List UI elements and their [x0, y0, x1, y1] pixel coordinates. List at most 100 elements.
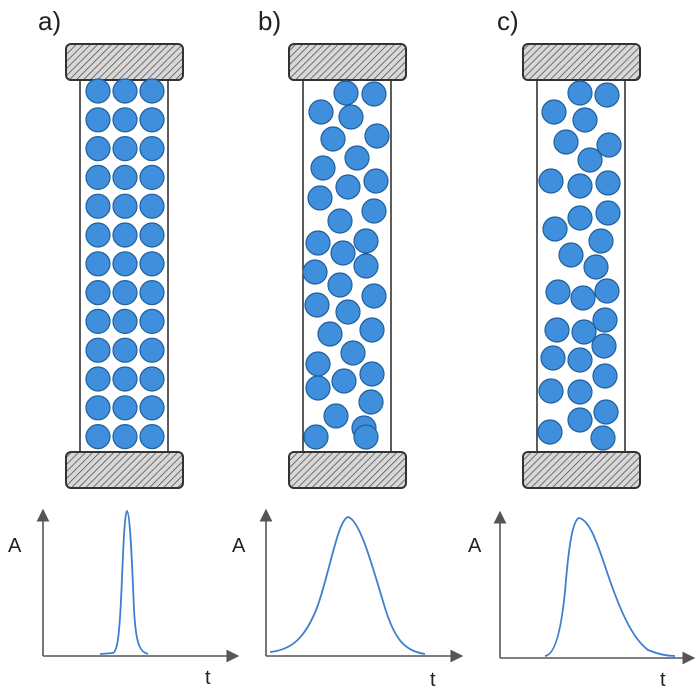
chart-a-peak-curve	[99, 509, 149, 655]
packing-bead	[333, 80, 359, 106]
column-b-bottom-cap	[288, 451, 407, 489]
packing-bead	[139, 251, 165, 277]
packing-bead	[593, 399, 619, 425]
packing-bead	[567, 205, 593, 231]
packing-bead	[353, 228, 379, 254]
packing-bead	[317, 321, 343, 347]
column-c-beads	[537, 80, 622, 451]
column-c-top-cap	[522, 43, 641, 81]
packing-bead	[572, 107, 598, 133]
packing-bead	[583, 254, 609, 280]
packing-bead	[330, 240, 356, 266]
packing-bead	[545, 279, 571, 305]
column-a-beads	[85, 78, 165, 450]
packing-bead	[112, 395, 138, 421]
packing-bead	[335, 299, 361, 325]
packing-bead	[595, 200, 621, 226]
packing-bead	[364, 123, 390, 149]
packing-bead	[85, 107, 111, 133]
chart-b-y-label: A	[232, 535, 246, 557]
packing-bead	[85, 251, 111, 277]
packing-bead	[112, 78, 138, 104]
panel-c: c) A t	[468, 6, 696, 690]
packing-bead	[112, 366, 138, 392]
packing-bead	[139, 136, 165, 162]
packing-bead	[139, 424, 165, 450]
packing-bead	[327, 208, 353, 234]
packing-bead	[363, 168, 389, 194]
packing-bead	[85, 308, 111, 334]
packing-bead	[538, 168, 564, 194]
packing-bead	[542, 216, 568, 242]
packing-bead	[558, 242, 584, 268]
packing-bead	[85, 280, 111, 306]
packing-bead	[567, 80, 593, 106]
packing-bead	[567, 379, 593, 405]
packing-bead	[540, 345, 566, 371]
packing-bead	[596, 132, 622, 158]
packing-bead	[590, 425, 616, 451]
packing-bead	[592, 363, 618, 389]
packing-bead	[85, 164, 111, 190]
packing-bead	[139, 366, 165, 392]
packing-bead	[359, 361, 385, 387]
packing-bead	[570, 285, 596, 311]
packing-bead	[567, 347, 593, 373]
packing-bead	[567, 173, 593, 199]
packing-bead	[139, 107, 165, 133]
packing-bead	[112, 136, 138, 162]
packing-bead	[588, 228, 614, 254]
chart-a-y-label: A	[8, 535, 22, 557]
packing-bead	[139, 280, 165, 306]
packing-bead	[338, 104, 364, 130]
packing-bead	[139, 395, 165, 421]
packing-bead	[595, 170, 621, 196]
column-b-beads	[302, 80, 390, 450]
packing-bead	[335, 174, 361, 200]
packing-bead	[537, 419, 563, 445]
packing-bead	[305, 375, 331, 401]
packing-bead	[139, 308, 165, 334]
panel-b-label: b)	[258, 6, 281, 36]
chromatogram-a: A t	[8, 508, 240, 689]
packing-bead	[353, 253, 379, 279]
packing-bead	[112, 164, 138, 190]
packing-bead	[353, 424, 379, 450]
packing-bead	[139, 164, 165, 190]
packing-bead	[139, 337, 165, 363]
packing-bead	[112, 251, 138, 277]
column-a-bottom-cap	[65, 451, 184, 489]
packing-bead	[302, 259, 328, 285]
packing-bead	[344, 145, 370, 171]
chart-b-x-label: t	[430, 669, 436, 690]
packing-bead	[139, 193, 165, 219]
packing-bead	[320, 126, 346, 152]
packing-bead	[112, 337, 138, 363]
chromatogram-c: A t	[468, 510, 696, 690]
column-b-top-cap	[288, 43, 407, 81]
packing-bead	[361, 283, 387, 309]
packing-bead	[358, 389, 384, 415]
packing-bead	[139, 222, 165, 248]
panel-a-label: a)	[38, 6, 61, 36]
packing-bead	[85, 222, 111, 248]
packing-bead	[112, 193, 138, 219]
packing-bead	[571, 319, 597, 345]
chart-c-y-label: A	[468, 535, 482, 557]
packing-bead	[303, 424, 329, 450]
packing-bead	[594, 278, 620, 304]
packing-bead	[361, 81, 387, 107]
packing-bead	[541, 99, 567, 125]
packing-bead	[85, 193, 111, 219]
chart-c-x-label: t	[660, 669, 666, 690]
packing-bead	[359, 317, 385, 343]
packing-bead	[304, 292, 330, 318]
packing-bead	[85, 366, 111, 392]
panel-a: a) A t	[8, 6, 240, 689]
packing-bead	[85, 136, 111, 162]
packing-bead	[340, 340, 366, 366]
panel-c-label: c)	[497, 6, 519, 36]
packing-bead	[308, 99, 334, 125]
column-a-top-cap	[65, 43, 184, 81]
